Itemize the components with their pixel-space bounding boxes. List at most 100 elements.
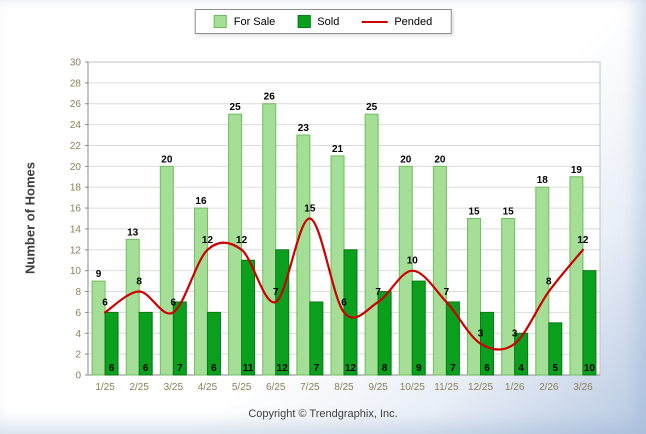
legend-label-for-sale: For Sale [233,15,276,28]
for-sale-bar [330,155,345,376]
for-sale-value-label: 15 [468,207,480,218]
for-sale-bar [569,176,584,376]
sold-bar [514,332,529,376]
for-sale-value-label: 13 [127,227,139,238]
x-axis-label: 4/25 [198,382,218,393]
bars [91,103,597,376]
pended-value-label: 10 [407,256,419,267]
legend-item-for-sale: For Sale [213,15,276,28]
y-axis-tick-label: 10 [70,266,82,277]
for-sale-value-label: 26 [264,92,276,103]
sold-value-label: 12 [277,363,289,374]
sold-value-label: 11 [243,363,254,374]
pended-line [103,217,584,351]
sold-value-label: 6 [143,363,149,374]
pended-value-label: 3 [512,329,518,340]
for-sale-value-label: 20 [434,154,446,165]
x-axis-label: 1/25 [95,382,115,393]
chart-legend: For Sale Sold Pended [194,9,452,34]
sold-bar [275,249,290,376]
y-axis-tick-label: 0 [75,371,81,382]
x-axis-label: 6/25 [266,382,286,393]
for-sale-bar [125,238,140,376]
y-axis-tick-label: 4 [75,329,81,340]
sold-swatch-icon [297,15,311,28]
sold-value-label: 6 [211,363,217,374]
for-sale-value-label: 21 [332,144,344,155]
sold-value-label: 7 [314,363,320,374]
x-axis-label: 3/25 [164,382,184,393]
for-sale-value-label: 15 [503,207,515,218]
y-axis-title: Number of Homes [22,162,38,274]
sold-bar [206,311,221,376]
for-sale-value-label: 23 [298,123,310,134]
y-axis-tick-label: 6 [75,308,81,319]
for-sale-value-label: 20 [161,154,173,165]
y-axis-tick-label: 22 [70,141,82,152]
sold-value-label: 7 [450,363,456,374]
pended-value-label: 12 [577,235,589,246]
y-axis-tick-label: 2 [75,350,81,361]
y-axis-tick-label: 24 [70,120,82,131]
sold-bar [104,311,119,376]
y-axis-tick-label: 30 [70,58,82,69]
for-sale-value-label: 18 [537,175,549,186]
for-sale-value-label: 16 [195,196,207,207]
sold-value-label: 12 [345,363,357,374]
sold-value-label: 7 [177,363,183,374]
sold-bar [241,259,256,376]
for-sale-bar [296,134,311,376]
for-sale-value-label: 25 [366,102,378,113]
for-sale-value-label: 9 [96,269,102,280]
value-labels: 9 6 6 13 6 8 20 7 6 16 6 12 25 11 12 26 12 7 23 7 15 21 12 6 25 8… [96,92,596,374]
for-sale-value-label: 20 [400,154,412,165]
x-axis-label: 1/26 [505,382,525,393]
for-sale-bar [193,207,208,376]
y-axis-tick-label: 12 [70,245,82,256]
y-axis-tick-label: 14 [70,224,82,235]
pended-value-label: 15 [304,204,316,215]
sold-bar [377,291,392,376]
x-axis-label: 7/25 [300,382,320,393]
pended-value-label: 8 [546,277,552,288]
sold-bar [582,270,597,376]
y-axis-tick-label: 16 [70,204,82,215]
x-axis-label: 2/25 [129,382,149,393]
for-sale-bar [364,113,379,376]
x-axis-label: 8/25 [334,382,354,393]
sold-value-label: 6 [484,363,490,374]
pended-value-label: 8 [136,277,142,288]
x-axis-label: 3/26 [573,382,593,393]
x-axis-labels: 1/25 2/25 3/25 4/25 5/25 6/25 7/25 8/25 9/25 10/2… [95,382,593,393]
sold-value-label: 5 [553,363,559,374]
sold-bar [548,322,563,376]
x-axis-label: 10/25 [400,382,425,393]
sold-bar [343,249,358,376]
pended-value-label: 6 [171,297,177,308]
sold-value-label: 6 [109,363,115,374]
pended-line-icon [361,20,388,23]
sold-bar [309,301,324,376]
for-sale-bar [467,218,482,376]
for-sale-value-label: 19 [571,165,583,176]
y-axis-tick-label: 28 [70,78,82,89]
legend-item-sold: Sold [297,15,339,28]
pended-value-label: 12 [202,235,214,246]
x-axis-label: 2/26 [539,382,559,393]
sold-bar [172,301,187,376]
sold-value-label: 8 [382,363,388,374]
for-sale-value-label: 25 [230,102,242,113]
y-axis-tick-label: 8 [75,287,81,298]
sold-bar [411,280,426,376]
y-axis-tick-label: 20 [70,162,82,173]
pended-value-label: 6 [102,297,108,308]
copyright-text: Copyright © Trendgraphix, Inc. [248,408,398,420]
for-sale-swatch-icon [213,15,227,28]
sold-value-label: 10 [584,363,596,374]
sold-bar [138,311,153,376]
for-sale-bar [159,165,174,376]
for-sale-bar [262,103,277,376]
